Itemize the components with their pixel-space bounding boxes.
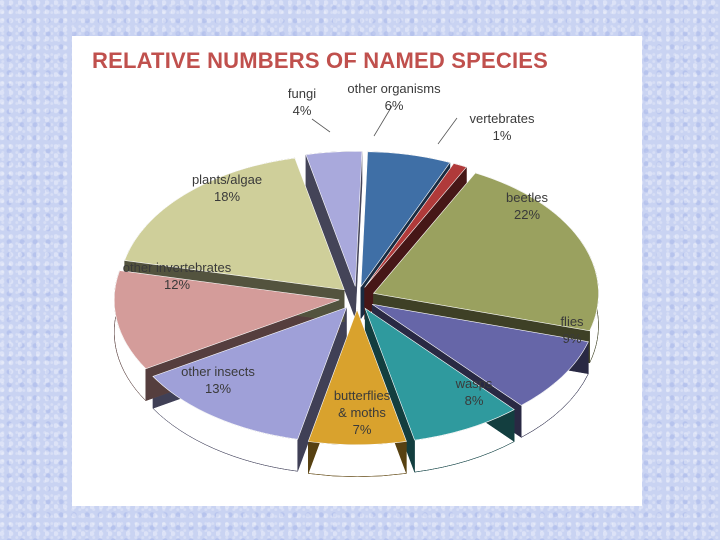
slice-wall-fungi-1 xyxy=(355,151,363,319)
slice-wasps xyxy=(364,307,515,441)
slice-label-other-insects: other insects 13% xyxy=(181,364,255,396)
pie-chart: other organisms 6% vertebrates 1% beetles 22%… xyxy=(113,81,599,477)
slice-other-invertebrates xyxy=(113,270,340,370)
slice-label-other-invertebrates: other invertebrates 12% xyxy=(123,260,232,292)
slice-label-flies: flies 9% xyxy=(560,314,584,346)
chart-title: RELATIVE NUMBERS OF NAMED SPECIES xyxy=(92,48,549,73)
slice-vertebrates xyxy=(364,163,468,288)
slice-label-plantsalgae: plants/algae 18% xyxy=(192,172,262,204)
slice-label-other-organisms: other organisms 6% xyxy=(347,81,441,113)
slice-fungi xyxy=(305,151,363,287)
leader-line-fungi xyxy=(311,118,331,133)
slice-other-insects xyxy=(152,306,347,440)
slice-label-wasps: wasps 8% xyxy=(455,376,493,408)
slice-butterflies--moths xyxy=(307,308,407,445)
leader-line-vertebrates xyxy=(437,117,458,145)
slice-plantsalgae xyxy=(124,157,345,291)
slice-flies xyxy=(372,303,589,406)
slice-label-fungi: fungi 4% xyxy=(288,86,316,118)
slice-label-butterflies--moths: butterflies & moths 7% xyxy=(334,388,391,437)
slice-wall-fungi-0 xyxy=(305,154,356,319)
slice-wall-other-insects-0 xyxy=(297,307,347,472)
leader-line-other-organisms xyxy=(373,105,393,137)
slice-label-vertebrates: vertebrates 1% xyxy=(469,111,535,143)
slice-other-organisms xyxy=(360,151,451,288)
slice-label-beetles: beetles 22% xyxy=(506,190,548,222)
chart-panel: RELATIVE NUMBERS OF NAMED SPECIES other … xyxy=(72,36,642,506)
slice-beetles xyxy=(372,172,599,332)
